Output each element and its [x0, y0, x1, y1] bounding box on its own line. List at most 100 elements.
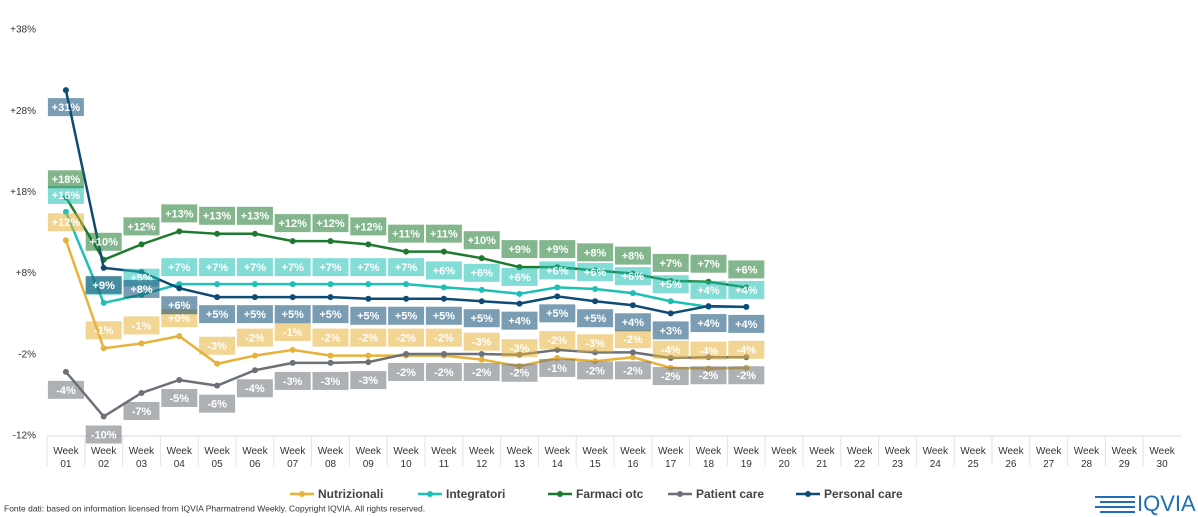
point: [138, 340, 145, 347]
point: [100, 413, 107, 420]
data-label: +13%: [165, 208, 194, 220]
label-box: [388, 258, 425, 277]
point: [327, 352, 334, 359]
data-label: +6%: [546, 265, 569, 277]
data-label: +11%: [430, 229, 458, 241]
data-label: -2%: [623, 334, 643, 346]
point: [251, 294, 258, 301]
data-label: -1%: [548, 363, 568, 375]
label-box: [501, 363, 538, 382]
point: [214, 360, 221, 367]
point: [403, 281, 410, 288]
label-box: [123, 217, 160, 236]
data-label: +8%: [622, 251, 645, 263]
label-box: [539, 358, 576, 377]
label-box: [577, 243, 614, 262]
data-label: +5%: [660, 279, 683, 291]
label-box: [85, 275, 122, 294]
label-box: [123, 401, 160, 420]
data-label: +7%: [282, 262, 305, 274]
data-label: +7%: [395, 262, 418, 274]
point: [62, 237, 69, 244]
label-box: [614, 330, 651, 349]
point: [403, 350, 410, 357]
data-label: +18%: [52, 174, 81, 186]
data-label: +11%: [392, 229, 420, 241]
x-tick-label: Week 18: [695, 446, 722, 470]
x-tick-label: Week 08: [317, 446, 344, 470]
point: [176, 376, 183, 383]
point: [440, 295, 447, 302]
label-box: [388, 306, 425, 325]
label-box: [47, 98, 84, 117]
y-tick-label: -12%: [13, 431, 36, 442]
label-box: [199, 336, 236, 355]
label-box: [690, 341, 727, 360]
label-box: [614, 267, 651, 286]
legend-item: Integratori: [418, 487, 505, 501]
data-label: +7%: [168, 262, 191, 274]
x-tick-label: Week 14: [544, 446, 570, 470]
legend-dot: [427, 491, 433, 497]
label-box: [614, 246, 651, 265]
data-label: -2%: [737, 370, 757, 382]
data-label: -2%: [396, 367, 416, 379]
point: [365, 241, 372, 248]
label-box: [539, 240, 576, 259]
label-box: [85, 232, 122, 251]
label-box: [236, 328, 273, 347]
data-label: -4%: [56, 385, 76, 397]
data-label: +5%: [244, 309, 267, 321]
data-label: -2%: [434, 367, 454, 379]
data-label: -2%: [699, 370, 719, 382]
legend-label: Integratori: [446, 487, 505, 501]
x-tick-label: Week 13: [506, 446, 533, 470]
label-box: [539, 331, 576, 350]
point: [743, 303, 750, 310]
label-box: [312, 258, 349, 277]
data-label: -3%: [472, 337, 492, 349]
data-label: +10%: [89, 237, 118, 249]
label-box: [85, 321, 122, 340]
label-box: [236, 379, 273, 398]
label-box: [274, 214, 311, 233]
legend-label: Nutrizionali: [318, 487, 383, 501]
label-box: [539, 261, 576, 280]
point: [327, 238, 334, 245]
point: [667, 298, 674, 305]
data-label: +5%: [433, 311, 456, 323]
point: [289, 346, 296, 353]
label-box: [388, 224, 425, 243]
label-box: [199, 305, 236, 324]
point: [365, 359, 372, 366]
data-label: +7%: [697, 259, 720, 271]
point: [516, 300, 523, 307]
data-label: +7%: [244, 262, 267, 274]
y-tick-label: -2%: [18, 349, 36, 360]
x-tick-label: Week 19: [733, 446, 759, 470]
y-tick-label: +28%: [10, 106, 36, 117]
label-box: [690, 280, 727, 299]
label-box: [652, 367, 689, 386]
point: [516, 290, 523, 297]
label-box: [47, 185, 84, 204]
legend-item: Personal care: [796, 487, 903, 501]
point: [629, 290, 636, 297]
label-box: [388, 328, 425, 347]
point: [176, 333, 183, 340]
label-box: [312, 371, 349, 390]
data-label: -3%: [283, 376, 303, 388]
legend-label: Patient care: [696, 487, 764, 501]
y-tick-label: +38%: [10, 25, 36, 36]
point: [705, 303, 712, 310]
point: [100, 345, 107, 352]
data-label: +5%: [206, 309, 229, 321]
point: [100, 299, 107, 306]
label-box: [539, 304, 576, 323]
data-label: +31%: [52, 102, 81, 114]
data-label: +5%: [584, 313, 607, 325]
label-box: [463, 332, 500, 351]
data-label: -2%: [510, 368, 530, 380]
label-box: [652, 275, 689, 294]
